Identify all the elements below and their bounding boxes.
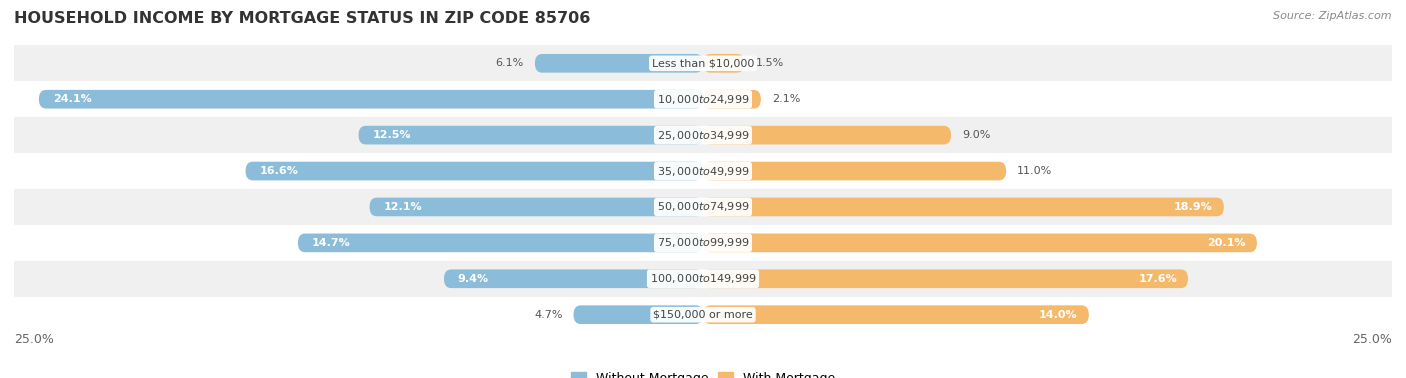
Text: $50,000 to $74,999: $50,000 to $74,999 <box>657 200 749 214</box>
Bar <box>14 153 1392 189</box>
FancyBboxPatch shape <box>574 305 703 324</box>
Text: 9.0%: 9.0% <box>962 130 990 140</box>
FancyBboxPatch shape <box>444 270 703 288</box>
Text: $25,000 to $34,999: $25,000 to $34,999 <box>657 129 749 142</box>
Bar <box>14 117 1392 153</box>
Text: $35,000 to $49,999: $35,000 to $49,999 <box>657 164 749 178</box>
Text: 11.0%: 11.0% <box>1017 166 1053 176</box>
Text: 18.9%: 18.9% <box>1174 202 1213 212</box>
Bar <box>14 225 1392 261</box>
Bar <box>14 81 1392 117</box>
FancyBboxPatch shape <box>359 126 703 144</box>
Text: 1.5%: 1.5% <box>755 58 783 68</box>
FancyBboxPatch shape <box>703 198 1223 216</box>
Text: 17.6%: 17.6% <box>1139 274 1177 284</box>
Bar <box>14 261 1392 297</box>
Text: 16.6%: 16.6% <box>259 166 298 176</box>
FancyBboxPatch shape <box>703 270 1188 288</box>
FancyBboxPatch shape <box>370 198 703 216</box>
Text: 20.1%: 20.1% <box>1208 238 1246 248</box>
Text: 14.7%: 14.7% <box>312 238 350 248</box>
FancyBboxPatch shape <box>703 90 761 108</box>
Text: Less than $10,000: Less than $10,000 <box>652 58 754 68</box>
FancyBboxPatch shape <box>703 162 1007 180</box>
Text: 12.1%: 12.1% <box>384 202 422 212</box>
FancyBboxPatch shape <box>703 54 744 73</box>
Text: $100,000 to $149,999: $100,000 to $149,999 <box>650 272 756 285</box>
Bar <box>14 45 1392 81</box>
Text: 24.1%: 24.1% <box>52 94 91 104</box>
FancyBboxPatch shape <box>298 234 703 252</box>
Text: Source: ZipAtlas.com: Source: ZipAtlas.com <box>1274 11 1392 21</box>
Text: 2.1%: 2.1% <box>772 94 800 104</box>
Legend: Without Mortgage, With Mortgage: Without Mortgage, With Mortgage <box>565 367 841 378</box>
FancyBboxPatch shape <box>246 162 703 180</box>
Text: $10,000 to $24,999: $10,000 to $24,999 <box>657 93 749 106</box>
Text: 6.1%: 6.1% <box>496 58 524 68</box>
Text: 4.7%: 4.7% <box>534 310 562 320</box>
Bar <box>14 189 1392 225</box>
Text: $150,000 or more: $150,000 or more <box>654 310 752 320</box>
Text: 14.0%: 14.0% <box>1039 310 1078 320</box>
Text: 12.5%: 12.5% <box>373 130 411 140</box>
Text: 25.0%: 25.0% <box>1353 333 1392 345</box>
FancyBboxPatch shape <box>703 234 1257 252</box>
Text: 25.0%: 25.0% <box>14 333 53 345</box>
Bar <box>14 297 1392 333</box>
Text: 9.4%: 9.4% <box>458 274 489 284</box>
FancyBboxPatch shape <box>39 90 703 108</box>
FancyBboxPatch shape <box>703 305 1088 324</box>
Text: $75,000 to $99,999: $75,000 to $99,999 <box>657 236 749 249</box>
FancyBboxPatch shape <box>703 126 950 144</box>
Text: HOUSEHOLD INCOME BY MORTGAGE STATUS IN ZIP CODE 85706: HOUSEHOLD INCOME BY MORTGAGE STATUS IN Z… <box>14 11 591 26</box>
FancyBboxPatch shape <box>534 54 703 73</box>
